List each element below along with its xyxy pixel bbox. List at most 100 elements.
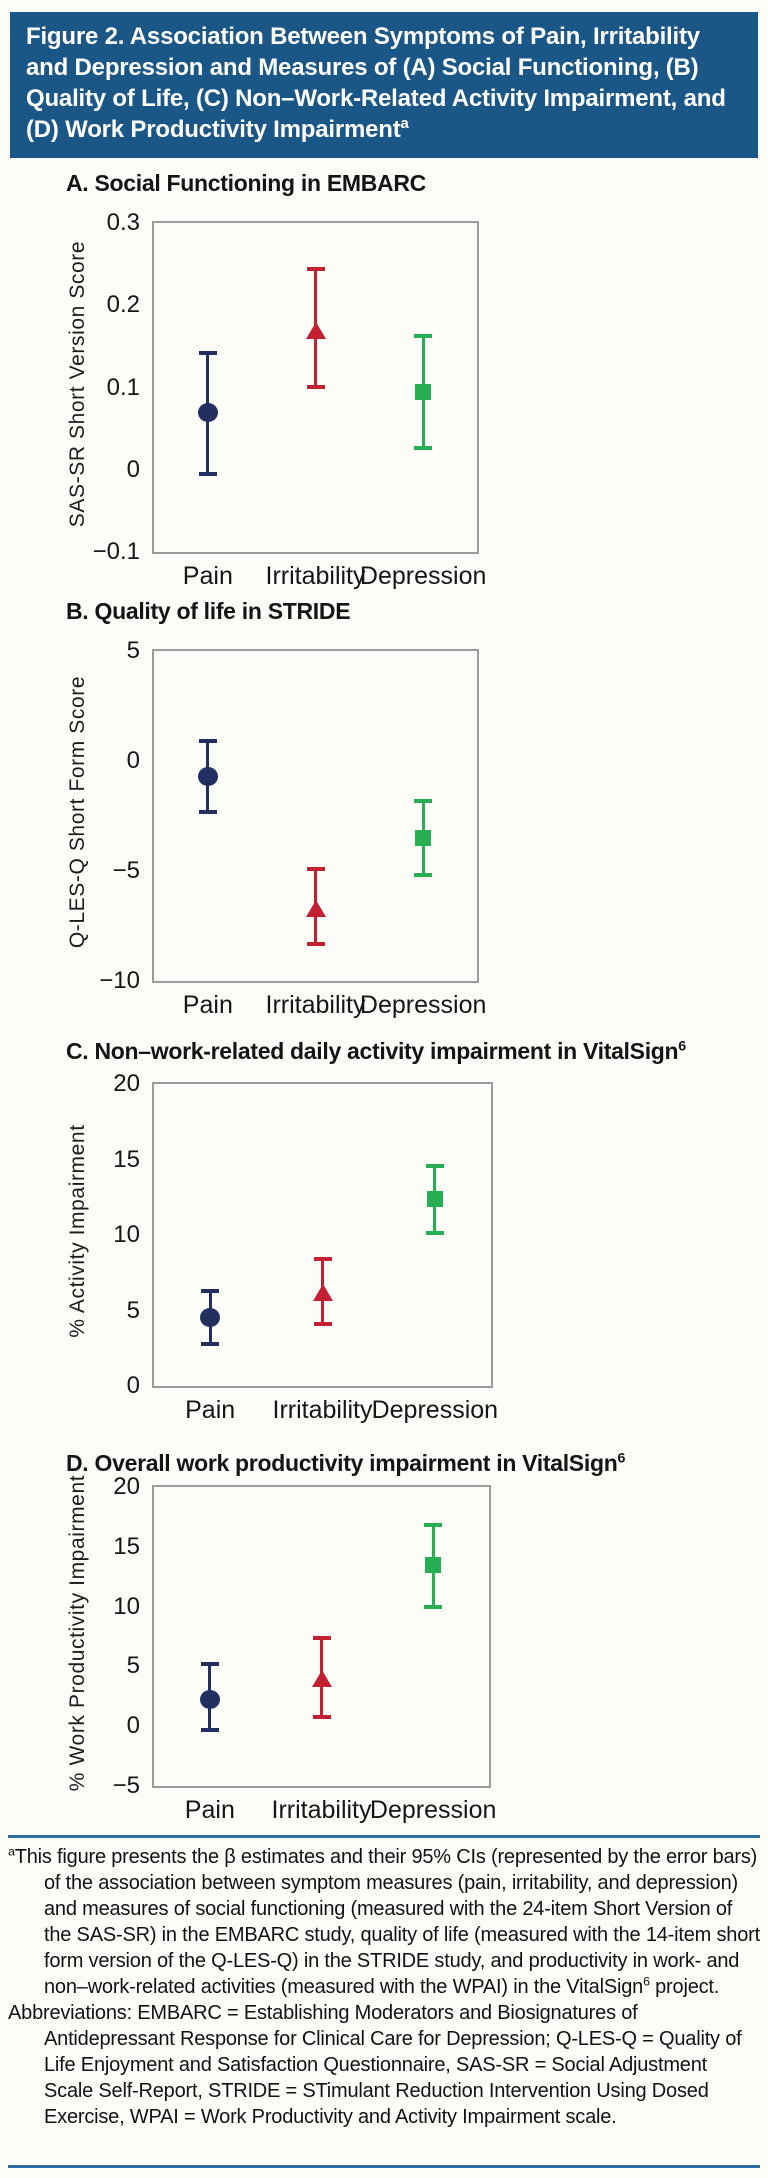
y-tick-label: 5 — [126, 1296, 140, 1324]
y-tick-label: 20 — [113, 1070, 140, 1097]
y-tick-label: 10 — [113, 1592, 140, 1620]
x-category-label: Irritability — [272, 1396, 373, 1424]
error-bar-cap-top — [425, 1163, 444, 1168]
y-tick-label: −5 — [112, 1772, 140, 1799]
panel-title-sup: 6 — [617, 1450, 626, 1467]
y-tick-label: 15 — [113, 1532, 140, 1560]
error-bar-cap-bottom — [198, 809, 217, 814]
x-category-label: Depression — [359, 562, 487, 590]
top-divider-rule — [8, 1835, 760, 1838]
x-category-label: Pain — [182, 991, 233, 1019]
error-bar-cap-top — [312, 1635, 331, 1640]
error-bar-cap-bottom — [425, 1231, 444, 1236]
error-bar-cap-bottom — [306, 384, 325, 389]
panel-title-text: D. Overall work productivity impairment … — [66, 1450, 618, 1476]
x-category-label: Irritability — [265, 991, 366, 1019]
figure-title: Figure 2. Association Between Symptoms o… — [26, 23, 726, 143]
error-bar-cap-top — [313, 1257, 332, 1262]
y-tick-label: 20 — [113, 1473, 140, 1500]
y-tick-label: 5 — [126, 637, 140, 664]
y-tick-label: 0 — [126, 747, 140, 774]
error-bar-cap-bottom — [312, 1714, 331, 1719]
y-tick-label: 10 — [113, 1221, 140, 1248]
panel-title: D. Overall work productivity impairment … — [66, 1450, 625, 1477]
error-bar-cap-top — [414, 333, 433, 338]
error-bar-cap-top — [424, 1523, 443, 1528]
y-tick-label: 5 — [126, 1652, 140, 1680]
error-bar-cap-top — [306, 267, 325, 272]
plot-area — [152, 649, 479, 983]
y-tick-label: 0 — [126, 1372, 140, 1399]
y-tick-label: 0 — [126, 1712, 140, 1740]
panel-work-productivity-impairment: D. Overall work productivity impairment … — [0, 1450, 768, 1836]
x-category-label: Pain — [184, 1796, 235, 1824]
error-bar-cap-bottom — [414, 445, 433, 450]
error-bar-cap-bottom — [414, 873, 433, 878]
x-category-label: Depression — [359, 991, 487, 1019]
plot-area — [152, 1485, 491, 1788]
panel-title-sup: 6 — [678, 1038, 686, 1055]
error-bar-cap-bottom — [198, 471, 217, 476]
irritability-marker — [311, 1670, 332, 1688]
depression-marker — [426, 1190, 443, 1207]
x-category-label: Pain — [182, 562, 233, 590]
pain-marker — [197, 767, 218, 787]
error-bar-cap-top — [198, 350, 217, 355]
error-bar-cap-bottom — [200, 1727, 219, 1732]
error-bar-cap-bottom — [313, 1322, 332, 1327]
pain-marker — [200, 1307, 221, 1327]
x-category-label: Pain — [185, 1396, 236, 1424]
footnote-body-end: project. — [649, 1976, 720, 1998]
y-tick-label: −10 — [99, 967, 140, 994]
footnote: aThis figure presents the β estimates an… — [8, 1844, 760, 2130]
y-axis-label: Q-LES-Q Short Form Score — [66, 675, 89, 949]
panel-title-text: B. Quality of life in STRIDE — [66, 598, 351, 624]
y-tick-label: 0 — [126, 455, 140, 483]
panel-title: C. Non–work-related daily activity impai… — [66, 1038, 686, 1065]
irritability-marker — [305, 321, 326, 339]
panel-social-functioning: A. Social Functioning in EMBARC SAS-SR S… — [0, 170, 768, 598]
y-tick-label: 0.3 — [106, 209, 140, 236]
x-category-label: Irritability — [265, 562, 366, 590]
y-tick-label: 0.2 — [106, 291, 140, 319]
error-bar-cap-top — [306, 866, 325, 871]
error-bar-cap-bottom — [201, 1341, 220, 1346]
error-bar-cap-top — [198, 739, 217, 744]
error-bar-cap-bottom — [306, 941, 325, 946]
plot-area — [152, 1082, 493, 1388]
panel-activity-impairment: C. Non–work-related daily activity impai… — [0, 1038, 768, 1450]
footnote-vitalsign-sup: 6 — [643, 1974, 650, 1989]
depression-marker — [415, 830, 432, 846]
pain-marker — [197, 403, 218, 423]
x-category-label: Depression — [369, 1796, 497, 1824]
figure-title-footnote-marker: a — [400, 116, 409, 132]
footnote-marker: a — [8, 1844, 15, 1859]
panel-quality-of-life: B. Quality of life in STRIDE Q-LES-Q Sho… — [0, 598, 768, 1038]
irritability-marker — [305, 900, 326, 918]
pain-marker — [199, 1689, 220, 1709]
panel-title: A. Social Functioning in EMBARC — [66, 170, 426, 197]
depression-marker — [415, 384, 432, 401]
error-bar-cap-top — [200, 1662, 219, 1666]
irritability-marker — [312, 1284, 333, 1302]
x-category-label: Irritability — [271, 1796, 372, 1824]
footnote-abbreviations: Abbreviations: EMBARC = Establishing Mod… — [8, 2002, 742, 2128]
y-tick-label: −0.1 — [92, 538, 140, 565]
y-tick-label: 0.1 — [106, 373, 140, 401]
figure-title-banner: Figure 2. Association Between Symptoms o… — [10, 12, 758, 158]
panel-title: B. Quality of life in STRIDE — [66, 598, 351, 625]
error-bar-cap-top — [414, 798, 433, 803]
error-bar-cap-top — [201, 1288, 220, 1293]
y-tick-label: −5 — [112, 857, 140, 884]
panel-title-text: A. Social Functioning in EMBARC — [66, 170, 426, 196]
panel-title-text: C. Non–work-related daily activity impai… — [66, 1038, 679, 1064]
plot-area — [152, 221, 479, 554]
bottom-divider-rule — [8, 2165, 760, 2168]
footnote-body: This figure presents the β estimates and… — [14, 1846, 760, 1998]
x-category-label: Depression — [371, 1396, 499, 1424]
footnote-text: aThis figure presents the β estimates an… — [8, 1844, 760, 2000]
depression-marker — [425, 1556, 442, 1573]
error-bar-cap-bottom — [424, 1604, 443, 1609]
y-tick-label: 15 — [113, 1145, 140, 1173]
